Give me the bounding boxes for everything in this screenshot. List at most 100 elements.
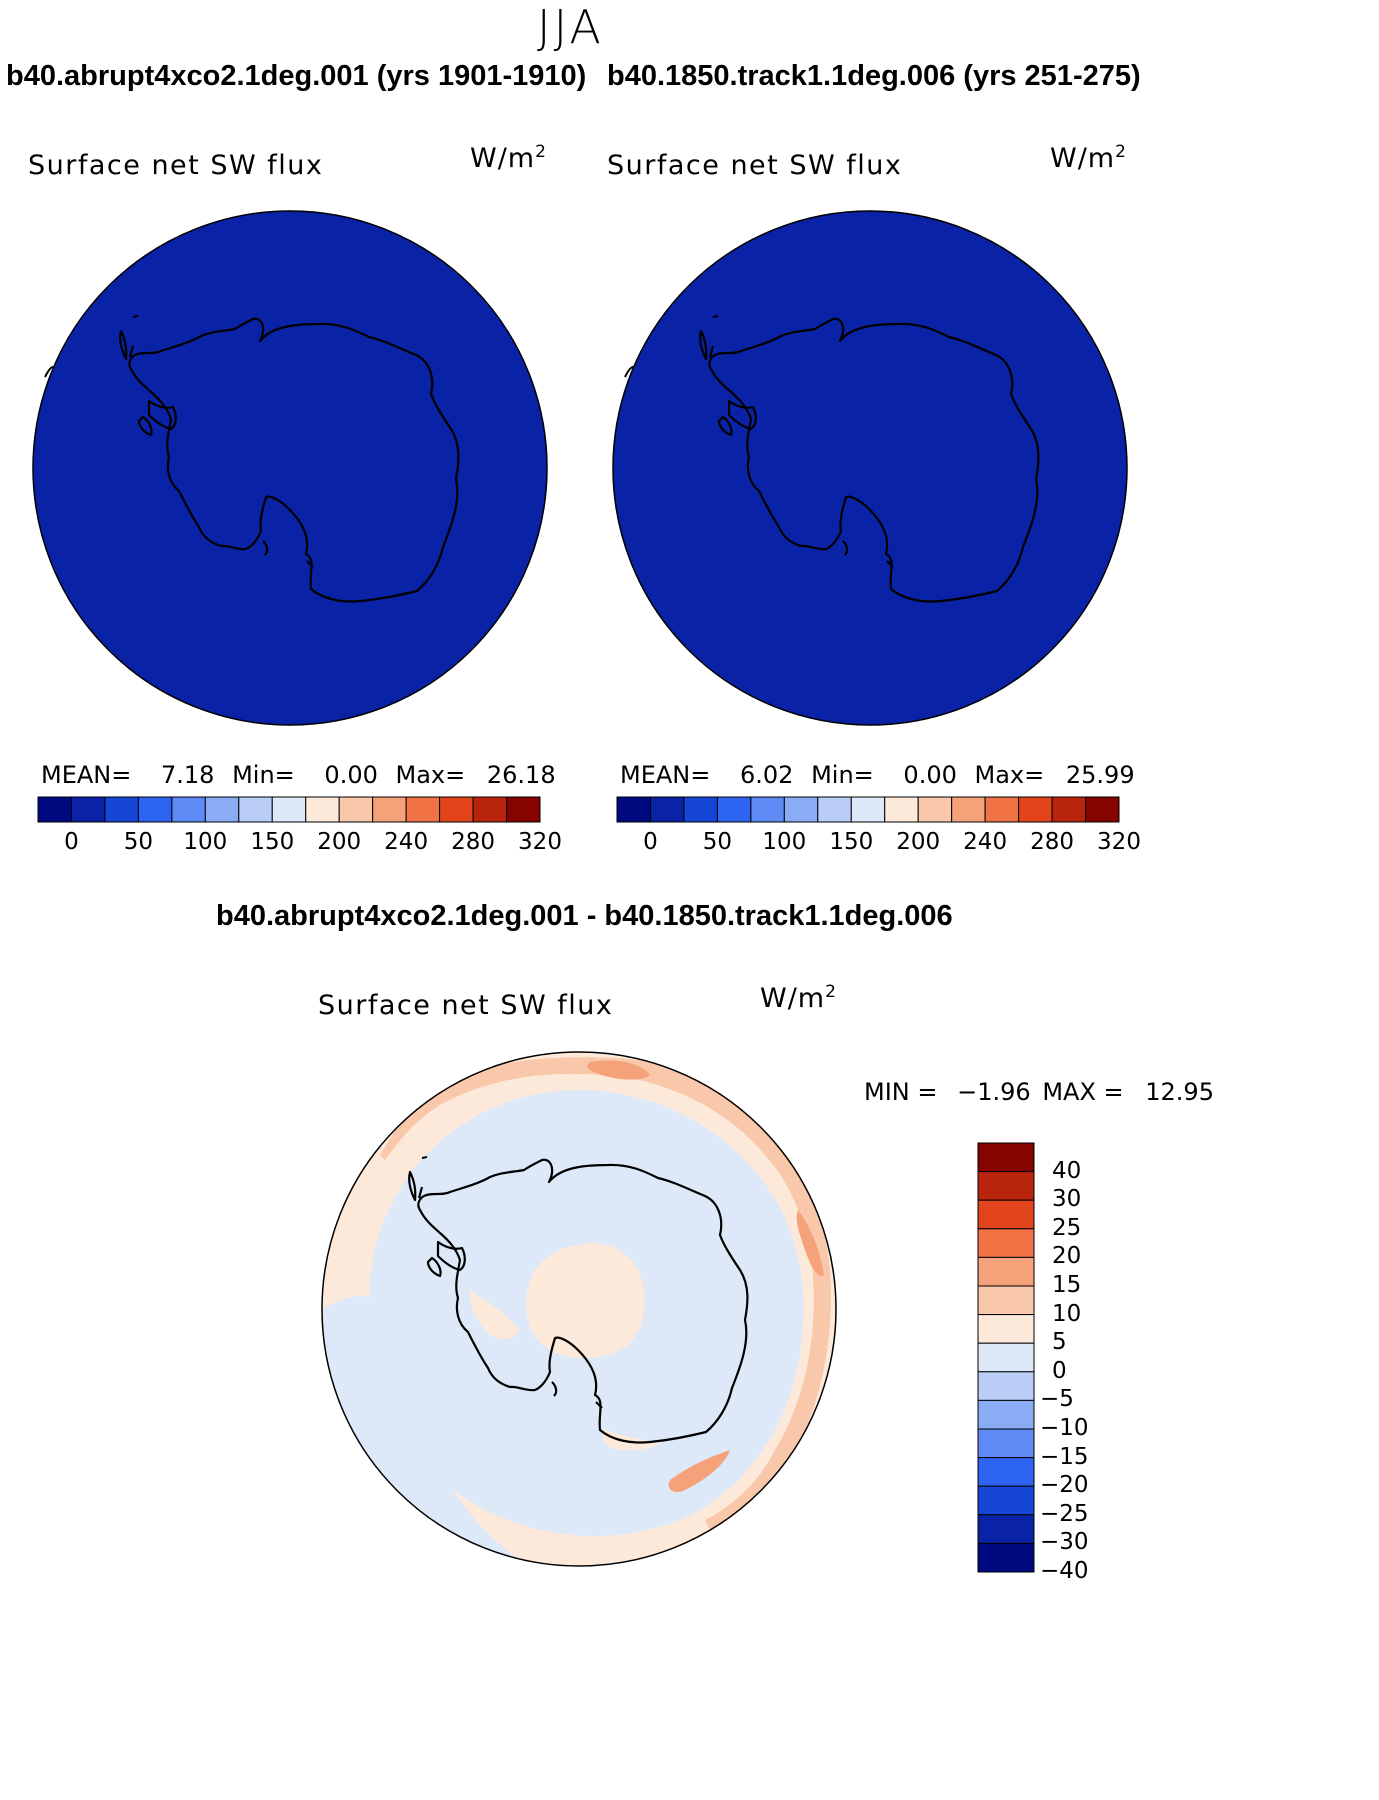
colorbar-tick-label: 100 <box>762 829 807 855</box>
diff-high-spot-bottom <box>668 1450 730 1492</box>
colorbar-swatch <box>917 796 953 823</box>
colorbar-swatch <box>977 1171 1035 1201</box>
colorbar-swatch <box>1085 796 1120 823</box>
antarctica-coastline <box>119 317 460 603</box>
colorbar-swatch <box>305 796 340 823</box>
colorbar-swatch <box>977 1485 1035 1516</box>
colorbar-tick-label: 10 <box>1052 1300 1082 1327</box>
diff-polar-map <box>321 1051 837 1567</box>
colorbar-tick-label: 280 <box>451 829 496 855</box>
diff-max-label: MAX = <box>1042 1078 1124 1106</box>
south-america-tip <box>712 315 719 318</box>
right-colorbar <box>616 796 1120 823</box>
left-units: W/m2 <box>470 142 547 174</box>
left-min-label: Min= <box>232 761 295 789</box>
diff-min-value: −1.96 <box>957 1078 1031 1106</box>
colorbar-swatch <box>37 796 72 823</box>
right-min-label: Min= <box>811 761 874 789</box>
colorbar-swatch <box>977 1514 1035 1544</box>
colorbar-tick-label: −30 <box>1040 1529 1089 1556</box>
colorbar-tick-label: 25 <box>1052 1214 1082 1241</box>
right-mean-value: 6.02 <box>740 761 794 789</box>
africa-edge <box>44 366 54 378</box>
right-polar-map <box>612 210 1128 726</box>
colorbar-swatch <box>977 1342 1035 1373</box>
colorbar-swatch <box>977 1371 1035 1401</box>
colorbar-tick-label: −15 <box>1040 1443 1089 1470</box>
colorbar-tick-label: 40 <box>1052 1157 1082 1184</box>
colorbar-swatch <box>1051 796 1087 823</box>
colorbar-swatch <box>171 796 206 823</box>
right-mean-label: MEAN= <box>620 761 711 789</box>
colorbar-swatch <box>683 796 718 823</box>
colorbar-swatch <box>977 1314 1035 1344</box>
left-variable-title: Surface net SW flux <box>28 150 324 181</box>
south-america-tip <box>421 1156 428 1159</box>
right-max-label: Max= <box>974 761 1045 789</box>
left-map-disk <box>32 210 548 726</box>
diff-mid-band <box>380 1057 831 1530</box>
colorbar-swatch <box>977 1256 1035 1287</box>
colorbar-tick-label: 0 <box>643 829 658 855</box>
colorbar-swatch <box>984 796 1020 823</box>
colorbar-swatch <box>472 796 508 823</box>
diff-case-title: b40.abrupt4xco2.1deg.001 - b40.1850.trac… <box>216 900 953 932</box>
colorbar-swatch <box>783 796 819 823</box>
colorbar-swatch <box>951 796 986 823</box>
colorbar-swatch <box>884 796 919 823</box>
colorbar-tick-label: 0 <box>64 829 79 855</box>
diff-high-spot-top <box>587 1060 650 1080</box>
diff-stats: MIN = −1.96 MAX = 12.95 <box>864 1078 1214 1106</box>
diff-max-value: 12.95 <box>1145 1078 1214 1106</box>
colorbar-swatch <box>238 796 273 823</box>
colorbar-swatch <box>716 796 752 823</box>
right-units: W/m2 <box>1050 142 1127 174</box>
colorbar-swatch <box>750 796 785 823</box>
colorbar-swatch <box>649 796 685 823</box>
diff-variable-title: Surface net SW flux <box>318 990 614 1021</box>
diff-min-label: MIN = <box>864 1078 938 1106</box>
colorbar-swatch <box>977 1142 1035 1173</box>
diff-shelf-positive <box>602 1430 660 1450</box>
left-min-value: 0.00 <box>324 761 378 789</box>
colorbar-swatch <box>977 1428 1035 1459</box>
colorbar-tick-label: 100 <box>183 829 228 855</box>
left-case-title: b40.abrupt4xco2.1deg.001 (yrs 1901-1910) <box>6 60 587 92</box>
colorbar-tick-label: 200 <box>896 829 941 855</box>
colorbar-swatch <box>506 796 541 823</box>
right-colorbar-labels: 0 50 100 150 200 240 280 320 <box>617 829 1141 859</box>
colorbar-swatch <box>372 796 407 823</box>
colorbar-tick-label: 280 <box>1030 829 1075 855</box>
antarctica-coastline <box>408 1158 749 1444</box>
right-max-value: 25.99 <box>1065 761 1135 789</box>
colorbar-swatch <box>977 1399 1035 1430</box>
colorbar-tick-label: −25 <box>1040 1500 1089 1527</box>
colorbar-tick-label: −20 <box>1040 1472 1089 1499</box>
colorbar-swatch <box>338 796 374 823</box>
colorbar-swatch <box>977 1457 1035 1487</box>
colorbar-swatch <box>271 796 307 823</box>
diff-peninsula-positive <box>470 1290 520 1340</box>
colorbar-swatch <box>137 796 173 823</box>
right-case-title: b40.1850.track1.1deg.006 (yrs 251-275) <box>607 60 1141 92</box>
colorbar-tick-label: 240 <box>384 829 429 855</box>
right-stats: MEAN= 6.02 Min= 0.00 Max= 25.99 <box>620 761 1135 789</box>
colorbar-tick-label: 240 <box>963 829 1008 855</box>
season-title: JJA <box>537 0 604 54</box>
colorbar-tick-label: 20 <box>1052 1243 1082 1270</box>
right-min-value: 0.00 <box>903 761 957 789</box>
colorbar-tick-label: 150 <box>829 829 874 855</box>
left-polar-map <box>32 210 548 726</box>
colorbar-swatch <box>1018 796 1053 823</box>
diff-colorbar <box>977 1142 1035 1573</box>
left-max-value: 26.18 <box>486 761 556 789</box>
colorbar-tick-label: 50 <box>702 829 733 855</box>
diff-high-spot-right <box>796 1210 824 1276</box>
colorbar-swatch <box>977 1285 1035 1316</box>
diff-units: W/m2 <box>760 982 837 1014</box>
colorbar-tick-label: −5 <box>1040 1386 1074 1413</box>
colorbar-swatch <box>104 796 139 823</box>
right-map-disk <box>612 210 1128 726</box>
colorbar-swatch <box>977 1228 1035 1258</box>
colorbar-swatch <box>204 796 240 823</box>
